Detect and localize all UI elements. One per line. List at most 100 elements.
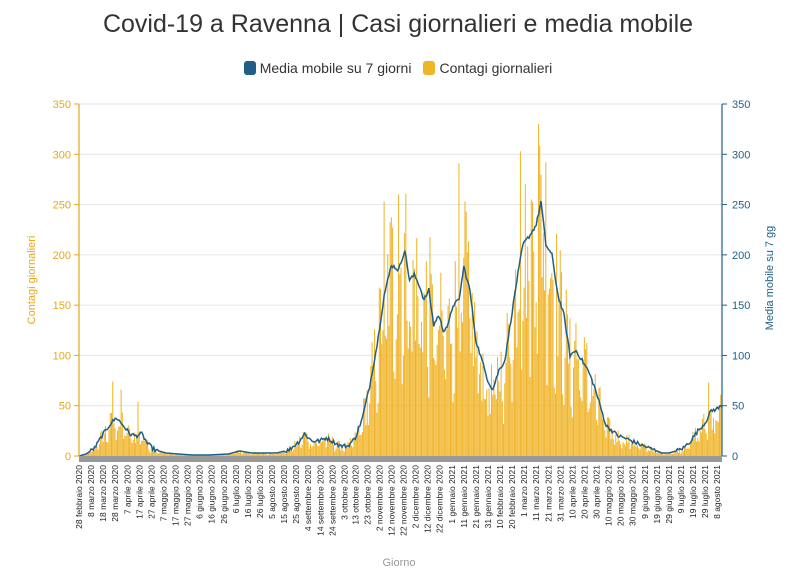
bar — [301, 444, 303, 456]
bar — [627, 442, 629, 456]
bar — [712, 418, 714, 456]
bar — [663, 454, 665, 456]
y-tick-label-right: 150 — [732, 300, 750, 312]
bar — [158, 453, 160, 456]
bar — [506, 312, 508, 456]
bar — [452, 402, 454, 456]
bar — [718, 405, 721, 456]
bar — [324, 437, 326, 456]
legend-item-daily-cases[interactable]: Contagi giornalieri — [423, 60, 552, 76]
bar — [370, 365, 372, 456]
bar — [406, 320, 408, 456]
bar — [668, 453, 670, 456]
bar — [335, 449, 337, 456]
bar — [183, 454, 185, 456]
bar — [698, 441, 700, 456]
bar — [312, 446, 314, 456]
bar — [104, 426, 106, 456]
bar — [367, 424, 369, 456]
legend-label-daily-cases: Contagi giornalieri — [439, 60, 553, 76]
bar — [178, 454, 180, 456]
bar — [242, 453, 244, 456]
bar — [542, 232, 544, 456]
bar — [638, 447, 640, 456]
bar — [680, 453, 682, 456]
bar — [626, 435, 628, 456]
x-tick-label: 17 aprile 2020 — [134, 465, 144, 519]
bar — [540, 174, 542, 456]
bar — [255, 452, 257, 456]
bar — [429, 237, 431, 456]
bar — [164, 451, 166, 456]
bar — [396, 314, 398, 456]
bar — [557, 356, 559, 456]
bar — [285, 452, 287, 456]
bar — [305, 432, 307, 456]
bar — [307, 441, 309, 456]
bar — [227, 454, 230, 456]
bar — [395, 339, 397, 456]
bar — [595, 420, 597, 456]
bar — [100, 432, 102, 456]
bar — [416, 238, 418, 456]
bar — [614, 444, 616, 456]
bar — [641, 444, 643, 456]
bar — [462, 322, 464, 456]
bar — [575, 323, 577, 456]
legend-item-moving-average[interactable]: Media mobile su 7 giorni — [243, 60, 411, 76]
x-tick-label: 31 gennaio 2021 — [483, 465, 493, 529]
bar — [699, 430, 701, 456]
bar — [687, 447, 689, 456]
bar — [253, 452, 255, 456]
bar — [623, 443, 625, 456]
bar — [682, 451, 684, 456]
y-tick-label-right: 100 — [732, 350, 750, 362]
bar — [482, 353, 484, 456]
bar — [696, 441, 698, 456]
x-tick-label: 19 giugno 2021 — [652, 465, 662, 524]
bar — [518, 309, 520, 456]
x-tick-label: 8 marzo 2020 — [86, 465, 96, 517]
bar — [569, 318, 571, 456]
bar — [168, 453, 170, 456]
bar — [408, 321, 410, 456]
bar — [277, 452, 279, 456]
bar — [126, 432, 128, 456]
bar — [405, 193, 407, 457]
x-tick-label: 30 maggio 2021 — [628, 465, 638, 526]
bar — [704, 428, 706, 456]
bar — [624, 446, 626, 456]
bar — [289, 446, 291, 456]
bar — [387, 253, 389, 456]
bar — [535, 302, 537, 456]
x-tick-label: 21 gennaio 2021 — [471, 465, 481, 529]
bar — [525, 317, 527, 456]
bar — [612, 439, 614, 456]
bar — [486, 389, 488, 456]
bar — [446, 329, 448, 456]
bar — [443, 369, 445, 456]
bar — [234, 453, 236, 456]
bar — [703, 413, 705, 456]
bar — [495, 399, 497, 456]
bar — [445, 379, 447, 456]
bar — [281, 452, 283, 456]
bar — [287, 448, 289, 456]
bar — [383, 201, 385, 456]
bar — [148, 449, 150, 456]
x-tick-label: 27 aprile 2020 — [146, 465, 156, 519]
bar — [230, 453, 232, 456]
bar — [527, 246, 529, 456]
bar — [127, 425, 129, 456]
x-tick-label: 6 giugno 2020 — [195, 465, 205, 519]
bar — [109, 413, 111, 456]
bar — [101, 430, 103, 456]
bar — [579, 390, 581, 456]
bar — [332, 445, 334, 456]
y-axis-label-left: Contagi giornalieri — [26, 236, 38, 325]
x-tick-label: 22 novembre 2020 — [399, 465, 409, 536]
x-tick-label: 1 gennaio 2021 — [447, 465, 457, 524]
bar — [363, 398, 365, 456]
bar — [102, 441, 104, 456]
y-tick-label-right: 0 — [732, 451, 738, 463]
